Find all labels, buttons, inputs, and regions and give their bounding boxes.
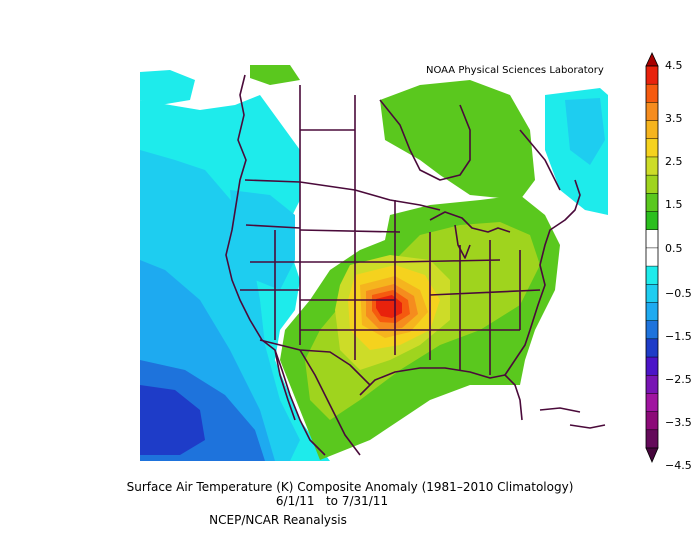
colorbar-segment-cyan [646, 266, 658, 285]
island-caribbean [539, 407, 606, 429]
us-canada-border [244, 179, 441, 211]
baja-coastline [274, 349, 296, 421]
colorbar-segment-yellow [646, 138, 658, 158]
colorbar-segment-bright_green [646, 211, 658, 231]
colorbar-segment-orange_red [646, 84, 658, 103]
colorbar-segment-white [646, 247, 658, 267]
atlantic-coastline [529, 179, 581, 331]
colorbar-segment-yellow_green [646, 156, 658, 176]
colorbar-label-3.5: 3.5 [665, 112, 683, 125]
colorbar-top-arrow [645, 52, 659, 67]
caption-dates: 6/1/11 to 7/31/11 [275, 494, 389, 508]
caption-source: NCEP/NCAR Reanalysis [209, 513, 347, 527]
gulf-coastline [359, 367, 523, 421]
colorbar-segment-green [646, 193, 658, 213]
us-mexico-border [259, 339, 371, 386]
colorbar-segment-red [646, 66, 658, 85]
cool-anomaly-northeast-core [565, 98, 605, 165]
colorbar-segment-indigo [646, 357, 658, 376]
colorbar-segment-dark_purple [646, 411, 658, 431]
colorbar-label-neg4.5: −4.5 [665, 459, 692, 472]
colorbar-bottom-arrow [645, 447, 659, 464]
hudson-bay-coast [379, 99, 471, 181]
colorbar-segment-violet [646, 375, 658, 394]
state-lines-west [240, 182, 301, 345]
colorbar-label-4.5: 4.5 [665, 59, 683, 72]
colorbar-outline [645, 65, 659, 449]
colorbar-segment-light_blue [646, 302, 658, 322]
colorbar-label-1.5: 1.5 [665, 198, 683, 211]
state-lines-central [299, 190, 430, 360]
credit-label: NOAA Physical Sciences Laboratory [426, 65, 604, 76]
colorbar-label-neg2.5: −2.5 [665, 373, 692, 386]
colorbar-label-neg0.5: −0.5 [665, 287, 692, 300]
colorbar-segment-white [646, 229, 658, 249]
colorbar-segment-dark_blue [646, 338, 658, 358]
colorbar-label-neg3.5: −3.5 [665, 416, 692, 429]
colorbar-segments [645, 65, 659, 449]
colorbar-segment-purple [646, 393, 658, 413]
lake-michigan [454, 224, 471, 259]
warm-anomaly-yukon [250, 65, 300, 85]
warm-anomaly-canada-north [380, 80, 535, 200]
colorbar-label-2.5: 2.5 [665, 155, 683, 168]
caption-title: Surface Air Temperature (K) Composite An… [126, 480, 574, 494]
cool-anomaly-pacific-core [140, 385, 205, 455]
great-lakes [429, 211, 511, 233]
colorbar-segment-plum [646, 429, 658, 449]
anomaly-field [140, 65, 608, 461]
mexico-west-coast [299, 349, 361, 456]
colorbar-label-neg1.5: −1.5 [665, 330, 692, 343]
colorbar-label-0.5: 0.5 [665, 242, 683, 255]
boundaries [225, 74, 606, 456]
pacific-coastline [225, 74, 326, 456]
state-lines-east [394, 232, 541, 375]
canada-provinces [299, 85, 561, 191]
florida-coastline [504, 329, 531, 376]
cool-anomaly-alaska [140, 70, 195, 105]
colorbar-segment-sky [646, 284, 658, 303]
cool-anomaly-northwest [230, 190, 295, 290]
colorbar-segment-orange [646, 102, 658, 122]
colorbar-segment-blue [646, 320, 658, 340]
colorbar-segment-amber [646, 120, 658, 140]
colorbar-segment-light_green [646, 175, 658, 194]
